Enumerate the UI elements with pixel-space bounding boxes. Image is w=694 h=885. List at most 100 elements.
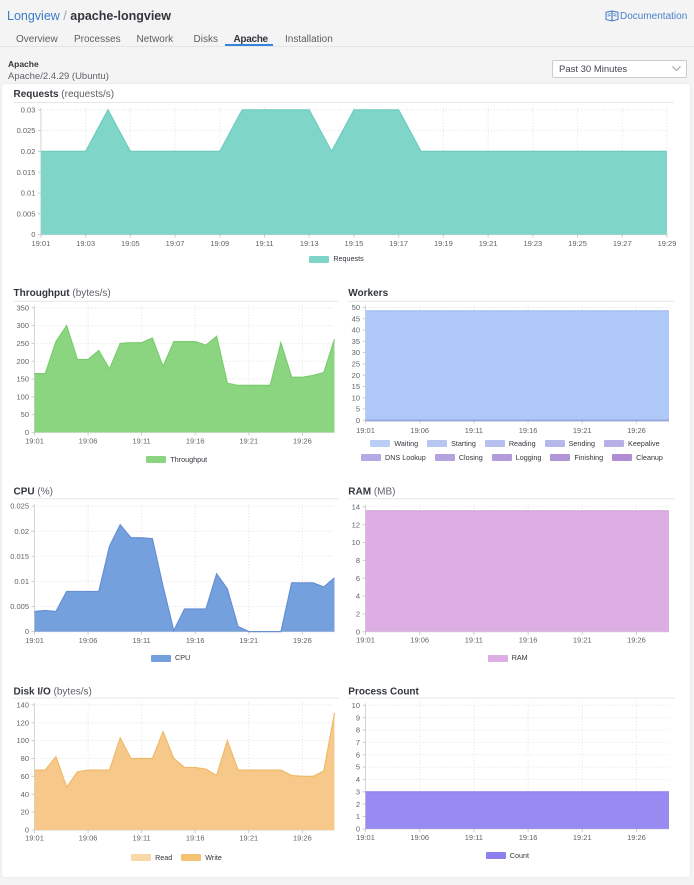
svg-text:12: 12 <box>352 520 360 529</box>
svg-text:Requests (requests/s): Requests (requests/s) <box>14 89 115 100</box>
svg-text:2: 2 <box>356 800 360 809</box>
svg-text:19:11: 19:11 <box>465 635 483 644</box>
svg-text:60: 60 <box>21 772 29 781</box>
svg-text:10: 10 <box>352 701 360 710</box>
svg-text:300: 300 <box>16 321 29 330</box>
svg-text:20: 20 <box>352 371 360 380</box>
svg-text:0: 0 <box>31 230 35 239</box>
svg-text:19:26: 19:26 <box>293 833 312 842</box>
svg-text:19:11: 19:11 <box>133 437 151 446</box>
svg-text:100: 100 <box>16 736 29 745</box>
svg-text:150: 150 <box>16 375 29 384</box>
svg-text:19:13: 19:13 <box>300 239 319 248</box>
svg-text:7: 7 <box>356 738 360 747</box>
svg-text:0: 0 <box>356 416 360 425</box>
svg-text:35: 35 <box>352 337 360 346</box>
svg-text:0.02: 0.02 <box>21 147 36 156</box>
svg-text:14: 14 <box>352 502 360 511</box>
svg-text:Throughput (bytes/s): Throughput (bytes/s) <box>14 288 111 299</box>
svg-text:19:15: 19:15 <box>345 239 364 248</box>
svg-text:19:05: 19:05 <box>121 239 140 248</box>
svg-text:6: 6 <box>356 750 360 759</box>
svg-text:19:06: 19:06 <box>79 437 98 446</box>
svg-text:45: 45 <box>352 314 360 323</box>
svg-text:40: 40 <box>21 790 29 799</box>
svg-text:19:29: 19:29 <box>658 239 677 248</box>
svg-text:4: 4 <box>356 775 360 784</box>
svg-text:120: 120 <box>16 718 29 727</box>
svg-text:5: 5 <box>356 763 360 772</box>
svg-text:19:11: 19:11 <box>255 239 273 248</box>
svg-text:19:01: 19:01 <box>25 636 44 645</box>
svg-text:9: 9 <box>356 713 360 722</box>
svg-text:19:16: 19:16 <box>519 635 538 644</box>
svg-text:19:01: 19:01 <box>32 239 51 248</box>
svg-text:19:25: 19:25 <box>568 239 587 248</box>
svg-text:19:16: 19:16 <box>186 833 205 842</box>
svg-text:0.025: 0.025 <box>17 126 36 135</box>
svg-text:19:21: 19:21 <box>573 635 592 644</box>
svg-text:8: 8 <box>356 726 360 735</box>
svg-text:19:26: 19:26 <box>293 636 312 645</box>
svg-text:19:21: 19:21 <box>573 833 592 842</box>
svg-text:2: 2 <box>356 610 360 619</box>
svg-text:19:26: 19:26 <box>627 426 646 435</box>
svg-text:RAM (MB): RAM (MB) <box>348 486 395 497</box>
svg-text:19:09: 19:09 <box>210 239 229 248</box>
svg-text:5: 5 <box>356 405 360 414</box>
svg-text:19:11: 19:11 <box>465 426 483 435</box>
svg-text:0.015: 0.015 <box>10 552 29 561</box>
svg-text:0.02: 0.02 <box>14 527 29 536</box>
svg-text:19:06: 19:06 <box>410 426 429 435</box>
svg-text:100: 100 <box>16 392 29 401</box>
svg-text:0.03: 0.03 <box>21 105 36 114</box>
svg-text:0.01: 0.01 <box>14 577 29 586</box>
svg-text:3: 3 <box>356 787 360 796</box>
svg-text:CPU (%): CPU (%) <box>14 486 53 497</box>
svg-text:19:01: 19:01 <box>25 437 44 446</box>
svg-text:19:21: 19:21 <box>239 636 258 645</box>
svg-text:19:21: 19:21 <box>573 426 592 435</box>
svg-text:20: 20 <box>21 808 29 817</box>
svg-text:200: 200 <box>16 357 29 366</box>
svg-text:50: 50 <box>21 410 29 419</box>
svg-text:19:06: 19:06 <box>410 833 429 842</box>
svg-text:0.005: 0.005 <box>10 602 29 611</box>
svg-text:19:03: 19:03 <box>76 239 95 248</box>
svg-text:19:06: 19:06 <box>79 833 98 842</box>
svg-text:6: 6 <box>356 574 360 583</box>
svg-text:19:11: 19:11 <box>465 833 483 842</box>
svg-text:0: 0 <box>25 627 29 636</box>
svg-text:19:19: 19:19 <box>434 239 453 248</box>
svg-text:0: 0 <box>25 826 29 835</box>
svg-text:19:11: 19:11 <box>133 833 151 842</box>
svg-text:19:01: 19:01 <box>356 833 375 842</box>
svg-text:0.025: 0.025 <box>10 502 29 511</box>
svg-text:19:01: 19:01 <box>356 426 375 435</box>
svg-text:19:16: 19:16 <box>186 636 205 645</box>
svg-text:80: 80 <box>21 754 29 763</box>
svg-text:50: 50 <box>352 303 360 312</box>
svg-text:4: 4 <box>356 592 360 601</box>
svg-text:19:17: 19:17 <box>389 239 408 248</box>
svg-text:19:21: 19:21 <box>479 239 498 248</box>
svg-text:Workers: Workers <box>348 288 388 299</box>
svg-text:19:07: 19:07 <box>166 239 185 248</box>
svg-text:1: 1 <box>356 812 360 821</box>
svg-text:40: 40 <box>352 326 360 335</box>
svg-text:Process Count: Process Count <box>348 686 419 697</box>
svg-text:19:01: 19:01 <box>25 833 44 842</box>
svg-text:25: 25 <box>352 360 360 369</box>
svg-text:0: 0 <box>356 627 360 636</box>
svg-text:19:26: 19:26 <box>627 635 646 644</box>
svg-text:10: 10 <box>352 393 360 402</box>
svg-text:0.01: 0.01 <box>21 189 36 198</box>
svg-text:19:26: 19:26 <box>293 437 312 446</box>
svg-text:19:16: 19:16 <box>519 426 538 435</box>
svg-text:140: 140 <box>16 701 29 710</box>
svg-text:19:01: 19:01 <box>356 635 375 644</box>
svg-text:19:16: 19:16 <box>186 437 205 446</box>
svg-text:19:27: 19:27 <box>613 239 632 248</box>
svg-text:0: 0 <box>356 825 360 834</box>
svg-text:19:16: 19:16 <box>519 833 538 842</box>
